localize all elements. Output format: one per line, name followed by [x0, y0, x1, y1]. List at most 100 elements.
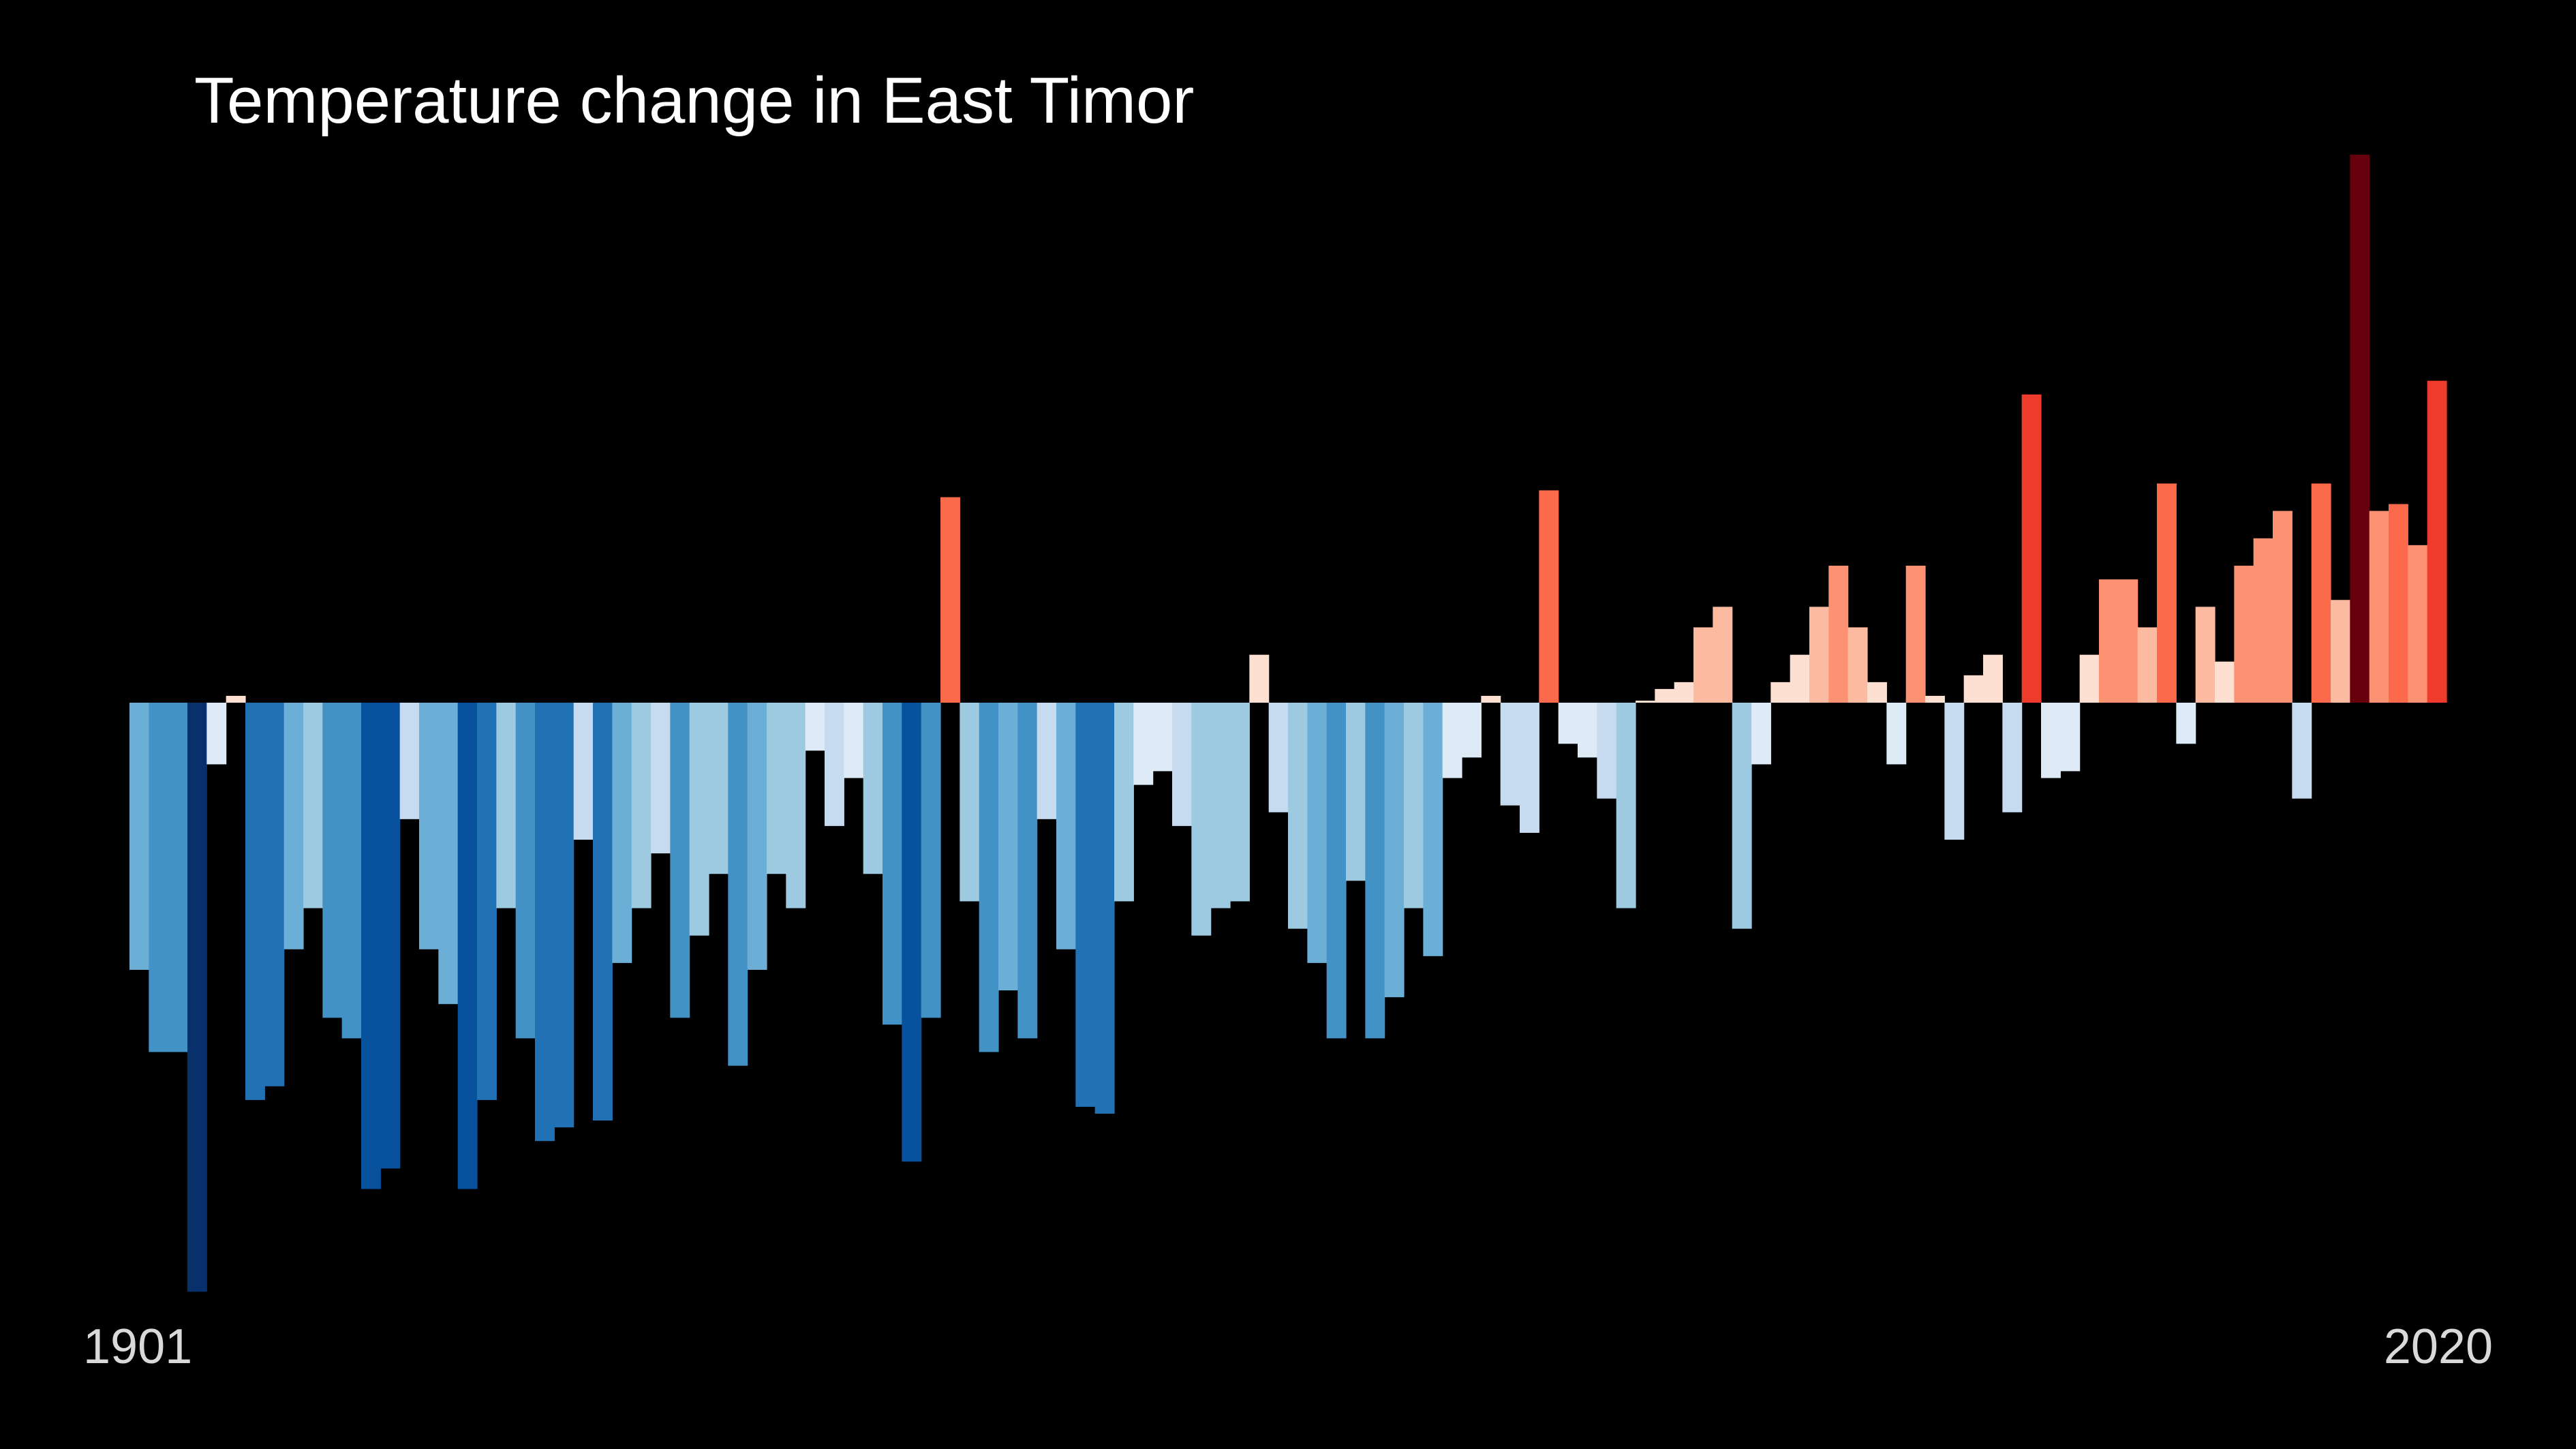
- bar-1954: [1152, 703, 1173, 772]
- bar-2001: [2060, 703, 2081, 772]
- bar-1975: [1558, 703, 1578, 744]
- bar-1981: [1674, 682, 1694, 703]
- bar-1916: [419, 703, 439, 949]
- bar-1989: [1828, 566, 1849, 703]
- bar-2016: [2350, 155, 2370, 703]
- bar-1942: [921, 703, 941, 1018]
- bar-1928: [651, 703, 671, 854]
- bar-2005: [2137, 627, 2158, 703]
- bar-1908: [264, 703, 285, 1086]
- bar-1966: [1384, 703, 1405, 998]
- bar-1958: [1230, 703, 1250, 902]
- bar-1957: [1210, 703, 1231, 909]
- bar-1901: [129, 703, 149, 970]
- bar-1969: [1442, 703, 1462, 778]
- bar-1991: [1867, 682, 1887, 703]
- bar-1939: [863, 703, 883, 874]
- bar-1992: [1886, 703, 1907, 765]
- bar-1945: [979, 703, 999, 1052]
- bar-1987: [1790, 654, 1810, 703]
- bar-1965: [1365, 703, 1385, 1039]
- bar-1964: [1346, 703, 1366, 881]
- bar-1950: [1075, 703, 1096, 1107]
- bar-2004: [2118, 579, 2138, 703]
- bar-1985: [1751, 703, 1771, 765]
- bar-1977: [1597, 703, 1617, 799]
- bar-1943: [940, 497, 960, 703]
- bar-2013: [2292, 703, 2312, 799]
- bar-2008: [2195, 607, 2215, 703]
- bar-1967: [1404, 703, 1424, 909]
- bar-2009: [2215, 661, 2235, 703]
- bar-1927: [631, 703, 651, 909]
- bar-1935: [786, 703, 806, 909]
- bar-1921: [515, 703, 536, 1039]
- bar-1962: [1307, 703, 1328, 963]
- bar-1979: [1636, 701, 1655, 703]
- bar-1929: [670, 703, 690, 1018]
- bar-1953: [1133, 703, 1154, 785]
- bar-1996: [1963, 675, 1984, 703]
- bar-1952: [1114, 703, 1134, 902]
- bar-1903: [168, 703, 188, 1052]
- bar-1913: [361, 703, 381, 1189]
- bar-1980: [1655, 688, 1675, 703]
- bar-2002: [2079, 654, 2100, 703]
- bar-1971: [1481, 695, 1501, 703]
- bar-2012: [2273, 510, 2293, 703]
- bar-2006: [2157, 483, 2177, 703]
- bar-1982: [1693, 627, 1713, 703]
- x-axis-start-label: 1901: [83, 1320, 193, 1374]
- bar-1993: [1905, 566, 1926, 703]
- bar-1910: [303, 703, 323, 909]
- bar-1961: [1288, 703, 1308, 929]
- bar-2011: [2253, 538, 2273, 703]
- bar-1940: [883, 703, 902, 1025]
- bar-1904: [187, 703, 207, 1292]
- bar-2020: [2427, 380, 2447, 703]
- bar-2019: [2408, 545, 2428, 703]
- bar-2018: [2389, 504, 2408, 703]
- bar-1919: [477, 703, 497, 1100]
- bar-1949: [1056, 703, 1076, 949]
- bar-1914: [380, 703, 401, 1169]
- bar-2014: [2311, 483, 2331, 703]
- x-axis-end-label: 2020: [2383, 1320, 2493, 1374]
- bar-1933: [747, 703, 767, 970]
- bar-1930: [689, 703, 709, 936]
- bar-1906: [226, 695, 246, 703]
- bar-1934: [767, 703, 786, 874]
- bar-1947: [1017, 703, 1038, 1039]
- bar-2015: [2331, 600, 2350, 703]
- bar-1909: [283, 703, 304, 949]
- bar-1963: [1326, 703, 1347, 1039]
- bars-group: [129, 155, 2447, 1292]
- bar-1944: [960, 703, 980, 902]
- bar-1983: [1713, 607, 1733, 703]
- bar-1959: [1249, 654, 1270, 703]
- bar-1970: [1462, 703, 1482, 758]
- bar-1922: [535, 703, 555, 1142]
- bar-2010: [2234, 566, 2254, 703]
- bar-2007: [2176, 703, 2196, 744]
- bar-1905: [206, 703, 227, 765]
- bar-1902: [149, 703, 169, 1052]
- bar-2000: [2041, 703, 2061, 778]
- bar-1938: [844, 703, 864, 778]
- bar-1974: [1539, 490, 1559, 703]
- bar-1932: [728, 703, 748, 1066]
- bar-1960: [1268, 703, 1289, 812]
- chart-title: Temperature change in East Timor: [194, 64, 1195, 137]
- bar-1968: [1423, 703, 1443, 956]
- bar-1907: [245, 703, 265, 1100]
- bar-1986: [1770, 682, 1791, 703]
- bar-1925: [593, 703, 613, 1121]
- bar-1994: [1925, 695, 1945, 703]
- bar-1911: [322, 703, 343, 1018]
- bar-1955: [1172, 703, 1192, 826]
- bar-1924: [573, 703, 594, 840]
- bar-1973: [1520, 703, 1539, 833]
- bar-2003: [2099, 579, 2119, 703]
- bar-1978: [1616, 703, 1636, 909]
